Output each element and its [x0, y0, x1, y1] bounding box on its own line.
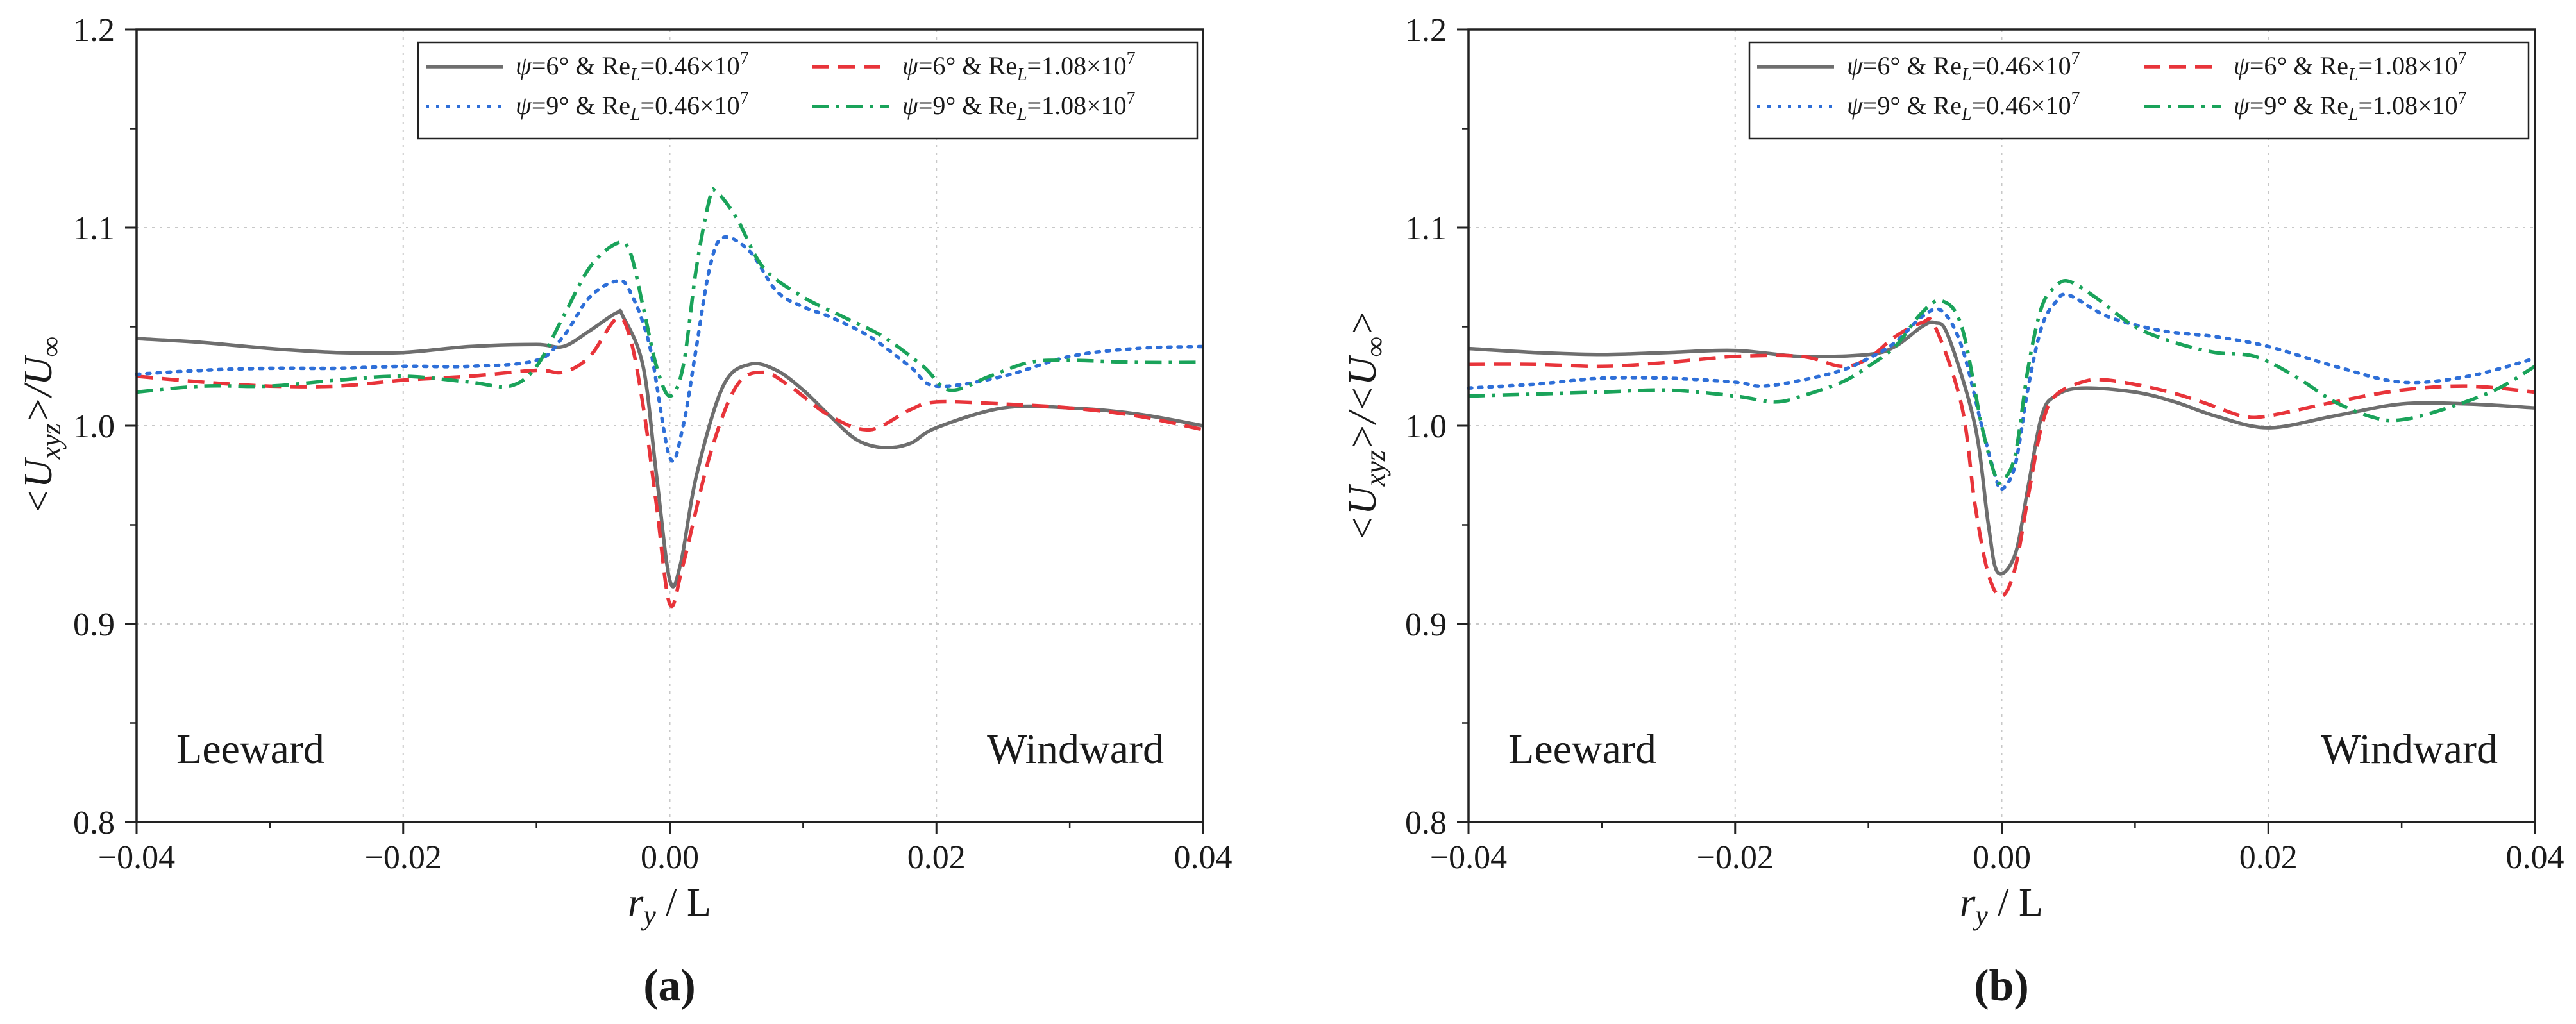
chart-panel-b: −0.04 −0.02 0.00 0.02 0.04 0.8 0.9 1.0 1.1 1.2 Le…	[1341, 12, 2564, 1011]
x-tick-label: −0.02	[365, 839, 442, 876]
legend-label-1: ψ=6° & ReL=0.46×107	[516, 49, 749, 85]
panel-label-a: (a)	[643, 961, 696, 1011]
series-line-1	[1468, 320, 2536, 576]
legend-box-a	[417, 41, 1199, 140]
series-line-3	[1467, 292, 2537, 492]
series-line-4	[136, 187, 1204, 398]
y-tick-label: 0.9	[73, 607, 115, 643]
legend-label-1: ψ=6° & ReL=0.46×107	[1847, 49, 2080, 85]
series-lines-a	[135, 187, 1205, 609]
chart-panel-a: −0.04 −0.02 0.00 0.02 0.04 0.8 0.9 1.0 1.1 1.2 Le…	[17, 12, 1233, 1011]
x-tick-label: 0.02	[2239, 839, 2298, 876]
legend-label-4: ψ=9° & ReL=1.08×107	[902, 88, 1136, 124]
legend-label-3: ψ=9° & ReL=0.46×107	[516, 88, 749, 124]
y-tick-label: 0.9	[1405, 607, 1447, 643]
y-axis-title-a: <Uxyz>/U∞	[17, 337, 67, 515]
series-line-2	[1468, 317, 2536, 598]
series-line-3	[135, 235, 1205, 463]
series-lines-b	[1467, 279, 2537, 598]
y-tick-label: 1.2	[73, 12, 115, 49]
annotation-windward: Windward	[987, 726, 1164, 773]
x-axis-title-b: ry / L	[1960, 881, 2043, 931]
x-tick-label: 0.04	[1174, 839, 1233, 876]
y-tick-label: 1.0	[1405, 408, 1447, 445]
ticks-b: −0.04 −0.02 0.00 0.02 0.04 0.8 0.9 1.0 1.1 1.2	[1405, 12, 2564, 876]
annotation-leeward-b: Leeward	[1508, 726, 1656, 773]
series-line-2	[136, 316, 1204, 609]
x-axis-title-a: ry / L	[628, 881, 711, 931]
annotation-leeward: Leeward	[176, 726, 324, 773]
ticks-a: −0.04 −0.02 0.00 0.02 0.04 0.8 0.9 1.0 1.1 1.2	[73, 12, 1233, 876]
annotation-windward-b: Windward	[2321, 726, 2498, 773]
legend-label-2: ψ=6° & ReL=1.08×107	[2234, 49, 2467, 85]
y-axis-title-b: <Uxyz>/<U∞>	[1341, 310, 1391, 542]
y-tick-label: 1.1	[73, 210, 115, 247]
y-tick-label: 1.1	[1405, 210, 1447, 247]
legend-label-3: ψ=9° & ReL=0.46×107	[1847, 88, 2080, 124]
x-tick-label: −0.04	[1430, 839, 1507, 876]
x-tick-label: −0.02	[1697, 839, 1774, 876]
legend-box-b	[1748, 41, 2530, 140]
y-tick-label: 0.8	[73, 805, 115, 841]
y-tick-label: 1.0	[73, 408, 115, 445]
x-tick-label: 0.00	[1973, 839, 2031, 876]
panel-label-b: (b)	[1974, 961, 2029, 1011]
y-tick-label: 1.2	[1405, 12, 1447, 49]
grid-a	[137, 29, 1203, 822]
x-tick-label: 0.04	[2506, 839, 2564, 876]
x-tick-label: 0.02	[907, 839, 966, 876]
series-line-1	[136, 308, 1204, 589]
y-tick-label: 0.8	[1405, 805, 1447, 841]
legend-label-4: ψ=9° & ReL=1.08×107	[2234, 88, 2467, 124]
grid-b	[1469, 29, 2535, 822]
x-tick-label: −0.04	[98, 839, 175, 876]
legend-label-2: ψ=6° & ReL=1.08×107	[902, 49, 1136, 85]
legend-a: ψ=6° & ReL=0.46×107 ψ=6° & ReL=1.08×107ψ=…	[417, 41, 1199, 140]
x-tick-label: 0.00	[641, 839, 699, 876]
legend-b: ψ=6° & ReL=0.46×107 ψ=6° & ReL=1.08×107ψ=…	[1748, 41, 2530, 140]
